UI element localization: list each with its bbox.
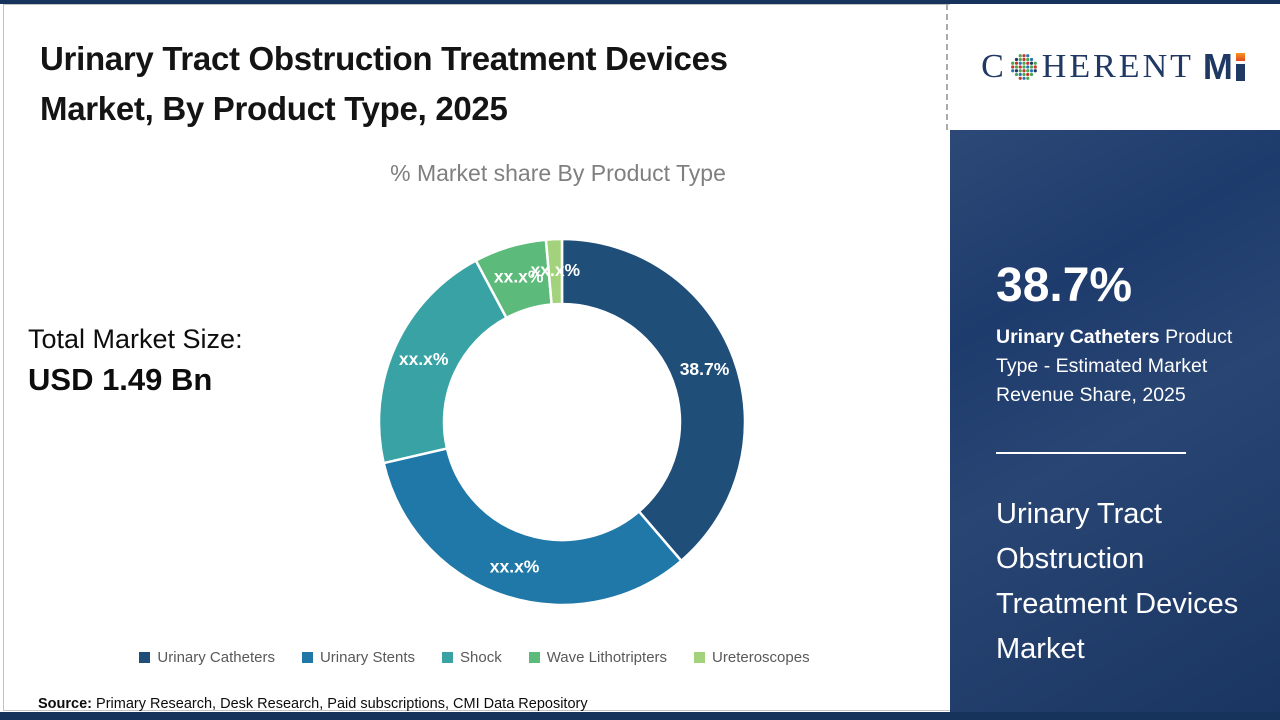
- logo-i-stem: [1235, 64, 1245, 81]
- dashed-divider: [946, 4, 948, 130]
- logo-panel: C HERENT M: [950, 4, 1276, 130]
- donut-segment-label: xx.x%: [490, 556, 540, 576]
- chart-area: Urinary Tract Obstruction Treatment Devi…: [4, 4, 945, 712]
- top-accent-bar: [0, 0, 1280, 4]
- bottom-accent-bar: [0, 712, 1280, 720]
- donut-segment-ureteroscopes: [544, 237, 564, 306]
- legend-swatch-icon: [301, 652, 313, 663]
- total-market-size-value: USD 1.49 Bn: [28, 362, 213, 397]
- total-market-size-label: Total Market Size:: [28, 324, 243, 354]
- sidebar-stat-category: Urinary Catheters: [996, 326, 1160, 348]
- total-market-size: Total Market Size: USD 1.49 Bn: [28, 324, 243, 398]
- source-line: Source: Primary Research, Desk Research,…: [38, 696, 588, 712]
- coherentmi-logo: C HERENT M: [981, 46, 1245, 88]
- sidebar-market-name: Urinary Tract Obstruction Treatment Devi…: [996, 498, 1239, 665]
- page-title-line2: Market, By Product Type, 2025: [40, 90, 508, 127]
- logo-letter-i: [1235, 53, 1245, 81]
- chart-legend: Urinary Catheters Urinary Stents Shock Wave…: [4, 649, 945, 666]
- source-label: Source:: [38, 696, 92, 712]
- donut-segment-label: 38.7%: [680, 359, 730, 379]
- logo-text-c: C: [981, 48, 1007, 85]
- legend-swatch-icon: [139, 652, 151, 663]
- legend-label: Wave Lithotripters: [546, 649, 668, 666]
- legend-item-urinary-stents: Urinary Stents: [301, 649, 415, 666]
- donut-chart-svg: 38.7%xx.x%xx.x%xx.x%xx.x%: [377, 237, 747, 607]
- legend-item-wave-lithotripters: Wave Lithotripters: [528, 649, 668, 666]
- legend-item-urinary-catheters: Urinary Catheters: [139, 649, 275, 666]
- logo-i-orange-cap: [1235, 53, 1245, 61]
- donut-segment-label: xx.x%: [531, 260, 581, 280]
- page-title-line1: Urinary Tract Obstruction Treatment Devi…: [40, 40, 728, 77]
- legend-label: Ureteroscopes: [712, 649, 810, 666]
- chart-subtitle: % Market share By Product Type: [390, 160, 726, 186]
- legend-item-shock: Shock: [442, 649, 502, 666]
- legend-swatch-icon: [528, 652, 540, 663]
- sidebar-divider: [996, 452, 1186, 454]
- logo-text-herent: HERENT: [1041, 48, 1194, 85]
- legend-swatch-icon: [442, 652, 453, 663]
- sidebar-stat-description: Urinary Catheters Product Type - Estimat…: [996, 323, 1258, 410]
- legend-swatch-icon: [694, 652, 706, 663]
- donut-chart: 38.7% xx.x% xx.x% xx.x% xx.x%: [357, 217, 767, 627]
- donut-segment-label: xx.x%: [399, 349, 449, 369]
- sidebar-stat-rest: Product Type - Estimated Market Revenue …: [996, 326, 1233, 406]
- logo-text-m: M: [1202, 46, 1233, 87]
- dotted-globe-icon: [1010, 54, 1037, 80]
- sidebar: 38.7% Urinary Catheters Product Type - E…: [950, 130, 1280, 712]
- donut-segment-urinary-stents: [382, 447, 683, 607]
- legend-item-ureteroscopes: Ureteroscopes: [694, 649, 810, 666]
- sidebar-stat-value: 38.7%: [996, 259, 1133, 312]
- donut-segment-label: xx.x%: [494, 266, 544, 286]
- legend-label: Shock: [460, 649, 502, 666]
- source-text: Primary Research, Desk Research, Paid su…: [92, 696, 588, 712]
- legend-label: Urinary Catheters: [157, 649, 275, 666]
- donut-segment-urinary-catheters: [560, 237, 747, 563]
- page-title: Urinary Tract Obstruction Treatment Devi…: [40, 34, 900, 134]
- legend-label: Urinary Stents: [319, 649, 415, 666]
